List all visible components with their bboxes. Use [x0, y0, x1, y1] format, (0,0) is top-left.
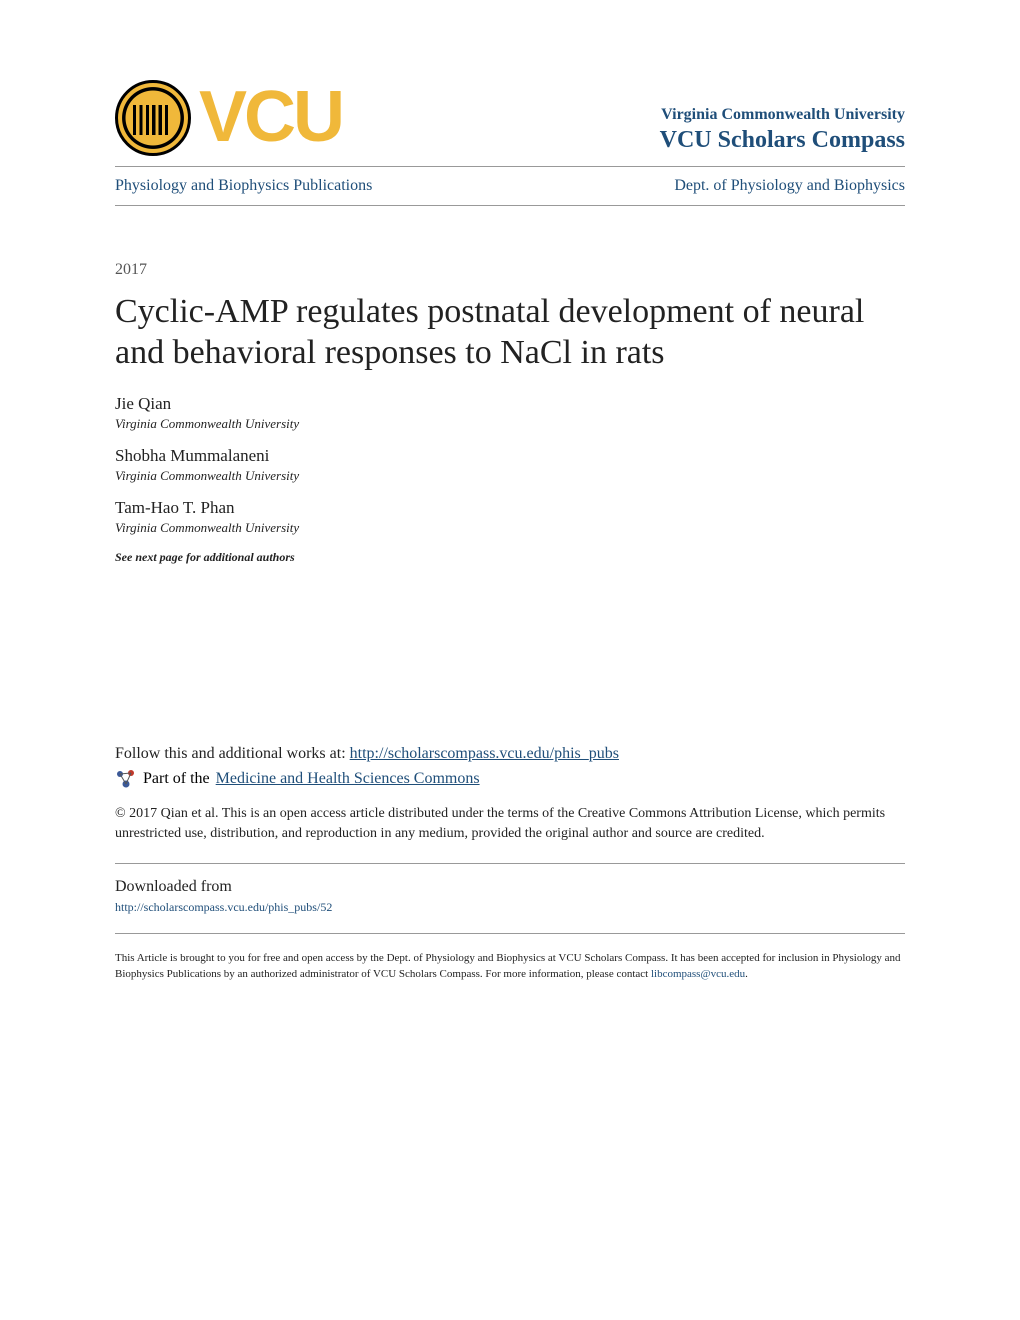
- commons-line: Part of the Medicine and Health Sciences…: [115, 768, 905, 790]
- compass-name: VCU Scholars Compass: [660, 127, 905, 154]
- institution-block: Virginia Commonwealth University VCU Sch…: [660, 106, 905, 156]
- commons-prefix: Part of the: [143, 770, 210, 788]
- author-block-2: Shobha Mummalaneni Virginia Commonwealth…: [115, 446, 905, 484]
- university-seal-icon: [115, 80, 191, 156]
- additional-authors-note: See next page for additional authors: [115, 550, 905, 565]
- downloaded-label: Downloaded from: [115, 878, 905, 896]
- nav-right-link[interactable]: Dept. of Physiology and Biophysics: [674, 177, 905, 195]
- logo-area: VCU: [115, 80, 342, 156]
- downloaded-link[interactable]: http://scholarscompass.vcu.edu/phis_pubs…: [115, 900, 905, 915]
- follow-prefix: Follow this and additional works at:: [115, 745, 350, 762]
- author-name: Jie Qian: [115, 394, 905, 414]
- institution-name: Virginia Commonwealth University: [660, 106, 905, 124]
- footer-email-link[interactable]: libcompass@vcu.edu: [651, 968, 745, 980]
- author-name: Shobha Mummalaneni: [115, 446, 905, 466]
- footer-suffix: .: [745, 968, 748, 980]
- downloaded-section: Downloaded from http://scholarscompass.v…: [115, 878, 905, 934]
- author-affiliation: Virginia Commonwealth University: [115, 468, 905, 484]
- author-block-1: Jie Qian Virginia Commonwealth Universit…: [115, 394, 905, 432]
- follow-link[interactable]: http://scholarscompass.vcu.edu/phis_pubs: [350, 745, 619, 762]
- author-block-3: Tam-Hao T. Phan Virginia Commonwealth Un…: [115, 498, 905, 536]
- author-affiliation: Virginia Commonwealth University: [115, 520, 905, 536]
- nav-bar: Physiology and Biophysics Publications D…: [115, 166, 905, 206]
- footer-body: This Article is brought to you for free …: [115, 952, 901, 981]
- publication-year: 2017: [115, 261, 905, 279]
- nav-left-link[interactable]: Physiology and Biophysics Publications: [115, 177, 372, 195]
- footer-text: This Article is brought to you for free …: [115, 950, 905, 983]
- author-name: Tam-Hao T. Phan: [115, 498, 905, 518]
- follow-section: Follow this and additional works at: htt…: [115, 745, 905, 790]
- article-title: Cyclic-AMP regulates postnatal developme…: [115, 291, 905, 374]
- commons-link[interactable]: Medicine and Health Sciences Commons: [216, 770, 480, 788]
- header-section: VCU Virginia Commonwealth University VCU…: [115, 80, 905, 156]
- author-affiliation: Virginia Commonwealth University: [115, 416, 905, 432]
- copyright-text: © 2017 Qian et al. This is an open acces…: [115, 804, 905, 864]
- vcu-logo-text: VCU: [199, 87, 342, 148]
- commons-network-icon: [115, 768, 137, 790]
